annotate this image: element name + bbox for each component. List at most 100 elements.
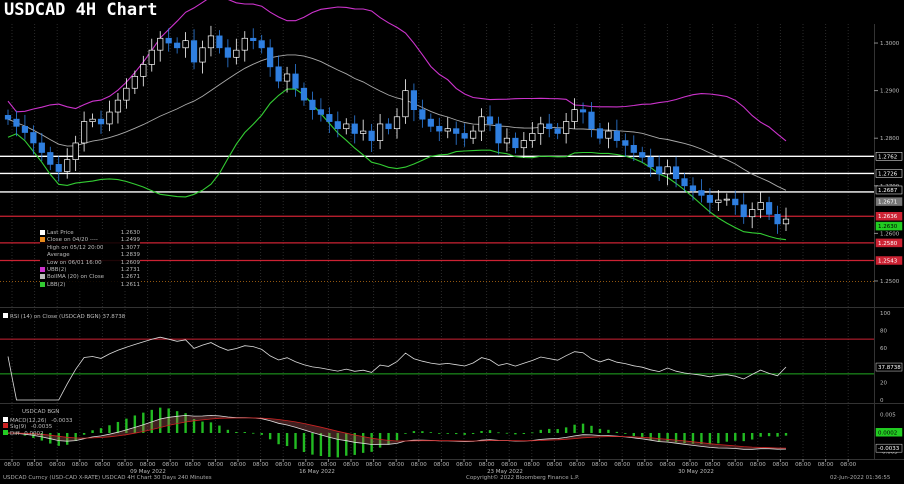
macd-histogram-bar: [133, 415, 137, 433]
macd-histogram-bar: [632, 433, 635, 437]
macd-histogram-bar: [65, 433, 69, 445]
macd-legend-label: Sig(9): [10, 424, 27, 431]
macd-legend-swatch: [3, 417, 8, 422]
macd-histogram-bar: [700, 433, 703, 444]
macd-histogram-bar: [404, 433, 407, 434]
macd-histogram-bar: [548, 428, 551, 433]
candle-body: [393, 116, 401, 130]
candle-body: [360, 130, 367, 134]
candle-body: [639, 152, 646, 158]
candle-body: [656, 166, 663, 175]
time-tick-label: 08:00: [49, 462, 65, 468]
macd-legend-swatch: [3, 423, 8, 429]
macd-histogram-bar: [49, 433, 52, 444]
time-tick-label: 08:00: [456, 462, 472, 468]
macd-histogram-bar: [175, 411, 179, 433]
macd-histogram-bar: [624, 433, 627, 434]
date-label: 09 May 2022: [130, 469, 166, 475]
legend-value: 1.2839: [120, 252, 140, 259]
candle-body: [30, 132, 37, 144]
legend-label: Average: [40, 252, 70, 259]
macd-histogram-bar: [150, 409, 153, 433]
macd-histogram-bar: [370, 433, 373, 452]
price-tag-box: [875, 169, 903, 178]
legend-swatch: [40, 252, 45, 258]
rsi-tick-label: 20: [880, 381, 887, 387]
macd-histogram-bar: [319, 433, 323, 457]
macd-histogram-bar: [649, 433, 652, 440]
legend-label: Low on 06/01 16:00: [40, 259, 102, 267]
time-tick-label: 08:00: [366, 462, 382, 468]
candle-body: [444, 128, 451, 132]
macd-legend-row: MACD(12,26) -0.0033: [3, 417, 113, 424]
candle-body: [72, 142, 79, 160]
legend-row: LBB(2) 1.2611: [40, 281, 140, 289]
macd-histogram-bar: [674, 433, 678, 443]
macd-histogram-bar: [218, 425, 221, 433]
time-tick-label: 08:00: [117, 462, 133, 468]
time-tick-label: 08:00: [140, 462, 156, 468]
macd-value-box: [875, 428, 903, 437]
macd-histogram-bar: [252, 432, 255, 434]
candle-body: [114, 99, 122, 113]
candle-body: [512, 137, 519, 149]
candle-body: [571, 109, 578, 122]
legend-row: Close on 04/20 ---- 1.2499: [40, 237, 140, 244]
macd-histogram-bar: [116, 421, 120, 433]
macd-title: USDCAD BGN: [22, 409, 60, 415]
time-tick-label: 08:00: [253, 462, 269, 468]
time-tick-label: 08:00: [840, 462, 856, 468]
price-tick-label: 1.2900: [880, 89, 900, 95]
rsi-panel: 10080604020037.8738: [0, 311, 903, 404]
legend-swatch: [40, 274, 45, 280]
macd-histogram-bar: [209, 422, 213, 433]
candle-body: [148, 49, 155, 65]
rsi-tick-label: 0: [880, 398, 884, 404]
macd-histogram-bar: [235, 431, 238, 433]
legend-label: UBB(2): [40, 266, 66, 274]
macd-histogram-bar: [784, 433, 788, 436]
time-tick-label: 08:00: [524, 462, 540, 468]
price-tick-label: 1.2600: [880, 231, 900, 237]
candle-body: [47, 152, 54, 165]
time-tick-label: 08:00: [682, 462, 698, 468]
macd-histogram-bar: [421, 431, 424, 433]
candle-body: [486, 116, 494, 125]
candle-body: [216, 35, 223, 49]
time-tick-label: 08:00: [94, 462, 110, 468]
candle-body: [427, 118, 434, 127]
candle-body: [64, 159, 71, 172]
candle-body: [672, 166, 680, 180]
candle-body: [596, 128, 604, 139]
candle-body: [368, 130, 375, 141]
legend-label: High on 05/12 20:00: [40, 244, 103, 252]
macd-histogram-bar: [99, 428, 103, 433]
rsi-tick-label: 100: [880, 311, 891, 317]
legend-value: 1.3077: [120, 244, 140, 251]
price-tag-label: 1.2630: [878, 224, 898, 230]
macd-histogram-bar: [395, 433, 399, 441]
candle-body: [283, 73, 291, 82]
chart-title: USDCAD 4H Chart: [4, 0, 158, 20]
candle-body: [165, 37, 172, 44]
candle-body: [622, 140, 629, 146]
candle-body: [233, 49, 240, 58]
date-label: 30 May 2022: [678, 469, 714, 475]
time-axis: 08:00 08:00 08:00 08:00 08:00 08:00 08:00 08:00…: [4, 459, 857, 475]
legend-swatch: [40, 237, 45, 243]
candle-body: [292, 73, 299, 89]
macd-histogram-bar: [387, 433, 390, 445]
legend-row: High on 05/12 20:00 1.3077: [40, 244, 140, 252]
macd-histogram-bar: [268, 433, 272, 440]
candle-body: [529, 133, 536, 141]
candle-body: [563, 121, 570, 134]
time-tick-label: 08:00: [185, 462, 201, 468]
macd-legend-label: Diff: [10, 430, 20, 437]
price-tag-box: [875, 197, 903, 206]
candle-body: [199, 47, 206, 63]
rsi-swatch: [3, 313, 8, 318]
macd-histogram-bar: [615, 431, 619, 433]
legend-swatch: [40, 259, 45, 265]
candle-body: [300, 87, 308, 101]
legend-row: UBB(2) 1.2731: [40, 266, 140, 274]
